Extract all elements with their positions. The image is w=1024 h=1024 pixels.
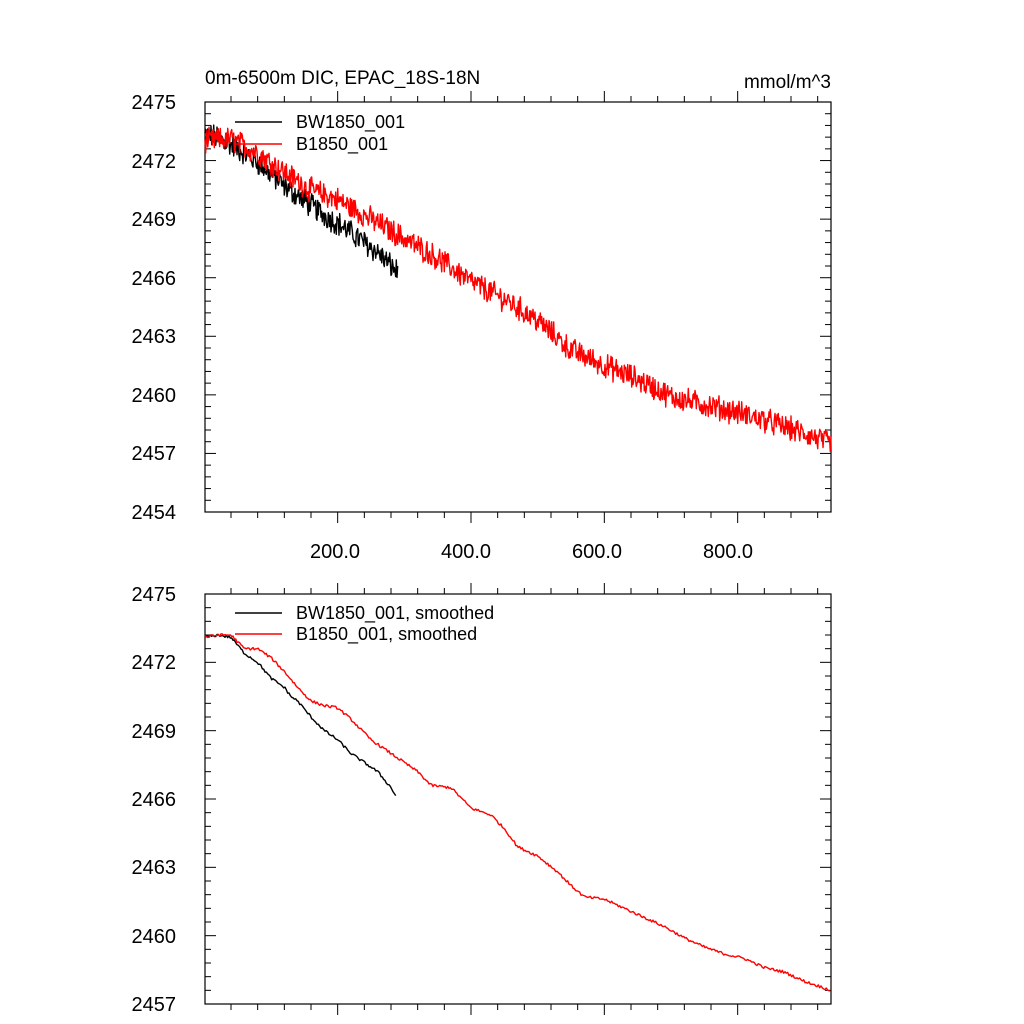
top-y-tick-label: 2472	[132, 151, 177, 173]
bottom-y-tick-label: 2475	[132, 584, 177, 606]
top-panel: 0m-6500m DIC, EPAC_18S-18N mmol/m^3 2475…	[132, 68, 832, 563]
bottom-y-tick-label: 2469	[132, 721, 177, 743]
top-title-right-units: mmol/m^3	[744, 72, 831, 93]
bottom-y-tick-label: 2463	[132, 857, 177, 879]
top-series-line-b1850-001	[204, 126, 832, 452]
top-y-tick-label: 2466	[132, 268, 177, 290]
top-title-left: 0m-6500m DIC, EPAC_18S-18N	[205, 68, 480, 89]
top-plot-frame	[204, 101, 832, 513]
bottom-y-tick-label: 2460	[132, 926, 177, 948]
bottom-series-line-bw1850-001-smoothed	[204, 633, 397, 796]
bottom-series-line-b1850-001-smoothed	[204, 633, 831, 992]
legend-label-bw1850-smoothed: BW1850_001, smoothed	[296, 603, 494, 624]
top-y-tick-label: 2460	[132, 385, 177, 407]
top-y-tick-label: 2454	[132, 502, 177, 524]
legend-label-bw1850: BW1850_001	[296, 112, 405, 133]
legend-label-b1850-smoothed: B1850_001, smoothed	[296, 624, 477, 645]
top-y-tick-label: 2463	[132, 326, 177, 348]
bottom-panel: 2475 2472 2469 2466 2463 2460 2457 BW185…	[132, 583, 832, 1016]
bottom-legend: BW1850_001, smoothed B1850_001, smoothed	[235, 603, 494, 645]
top-x-tick-label: 600.0	[572, 541, 622, 563]
top-series-line-bw1850-001	[204, 124, 399, 279]
top-y-tick-label: 2457	[132, 443, 177, 465]
bottom-y-tick-label: 2457	[132, 994, 177, 1016]
bottom-y-tick-label: 2466	[132, 789, 177, 811]
top-y-tick-label: 2475	[132, 92, 177, 114]
top-series-group	[204, 124, 832, 452]
top-y-tick-label: 2469	[132, 209, 177, 231]
top-legend: BW1850_001 B1850_001	[235, 112, 405, 155]
bottom-series-group	[204, 633, 831, 992]
top-x-tick-label: 800.0	[703, 541, 753, 563]
bottom-tick-marks	[205, 583, 831, 1015]
legend-label-b1850: B1850_001	[296, 134, 388, 155]
top-x-tick-label: 200.0	[310, 541, 360, 563]
top-x-tick-label: 400.0	[441, 541, 491, 563]
top-tick-marks	[205, 91, 831, 523]
bottom-plot-frame	[204, 593, 832, 1005]
bottom-y-tick-label: 2472	[132, 652, 177, 674]
